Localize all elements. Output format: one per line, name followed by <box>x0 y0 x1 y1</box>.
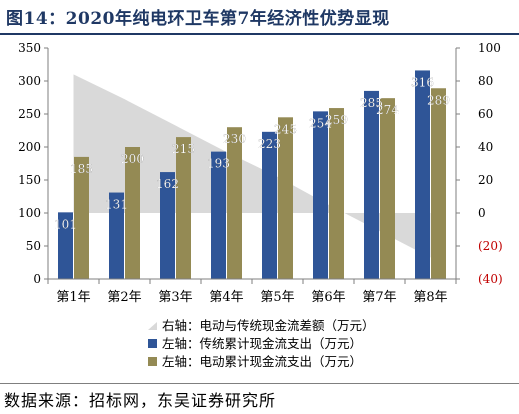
legend: 右轴：电动与传统现金流差额（万元） 左轴：传统累计现金流支出（万元） 左轴：电动累计… <box>148 318 375 369</box>
legend-label-3: 左轴：电动累计现金流支出（万元） <box>162 354 362 369</box>
right-tick-label-2: 0 <box>478 206 486 220</box>
source-divider <box>0 383 519 384</box>
bar-electric-8 <box>431 88 446 279</box>
label-electric-8: 289 <box>427 93 450 107</box>
x-tick-label-7: 第7年 <box>362 290 396 305</box>
bars-layer <box>58 70 446 280</box>
right-tick-label-5: 60 <box>478 107 493 121</box>
label-electric-2: 200 <box>121 152 144 166</box>
label-electric-6: 259 <box>325 113 348 127</box>
bar-electric-4 <box>227 127 242 279</box>
left-tick-label-1: 50 <box>26 239 41 253</box>
bar-traditional-1 <box>58 212 73 279</box>
left-tick-label-3: 150 <box>18 173 41 187</box>
x-tick-label-2: 第2年 <box>107 290 141 305</box>
right-tick-label-1: (20) <box>478 239 503 253</box>
label-electric-4: 230 <box>223 132 246 146</box>
x-tick-label-6: 第6年 <box>311 290 345 305</box>
bar-traditional-4 <box>211 151 226 279</box>
bar-traditional-2 <box>109 192 124 279</box>
legend-label-2: 左轴：传统累计现金流支出（万元） <box>162 336 362 351</box>
x-tick-label-4: 第4年 <box>209 290 243 305</box>
bar-traditional-7 <box>364 90 379 280</box>
left-tick-label-7: 350 <box>18 41 41 55</box>
legend-swatch-traditional <box>148 339 157 348</box>
label-electric-1: 185 <box>70 162 93 176</box>
bar-electric-3 <box>176 137 191 279</box>
label-electric-7: 274 <box>376 103 399 117</box>
x-tick-label-8: 第8年 <box>413 290 447 305</box>
left-tick-label-0: 0 <box>33 272 41 286</box>
x-tick-label-3: 第3年 <box>158 290 192 305</box>
label-traditional-8: 316 <box>411 75 434 89</box>
label-traditional-7: 285 <box>360 96 383 110</box>
label-traditional-5: 223 <box>258 137 281 151</box>
x-tick-label-5: 第5年 <box>260 290 294 305</box>
legend-swatch-difference <box>148 322 157 330</box>
source-note: 数据来源：招标网，东吴证券研究所 <box>4 391 277 410</box>
left-tick-label-4: 200 <box>18 140 41 154</box>
left-tick-label-6: 300 <box>18 74 41 88</box>
label-traditional-3: 162 <box>156 177 179 191</box>
bar-traditional-3 <box>160 172 175 279</box>
bar-electric-5 <box>278 117 293 279</box>
label-traditional-4: 193 <box>207 157 230 171</box>
legend-label-1: 右轴：电动与传统现金流差额（万元） <box>162 318 375 333</box>
bar-traditional-5 <box>262 131 277 279</box>
legend-swatch-electric <box>148 357 157 366</box>
x-tick-label-1: 第1年 <box>56 290 90 305</box>
label-traditional-1: 101 <box>54 217 77 231</box>
bar-traditional-8 <box>415 70 430 279</box>
right-tick-label-4: 40 <box>478 140 493 154</box>
left-tick-label-2: 100 <box>18 206 41 220</box>
axes-layer: 第1年 第2年 第3年 第4年 第5年 第6年 第7年 第8年0501001502002503… <box>18 41 503 305</box>
label-traditional-6: 254 <box>309 116 332 130</box>
right-tick-label-0: (40) <box>478 272 503 286</box>
label-traditional-2: 131 <box>105 198 128 212</box>
right-tick-label-7: 100 <box>478 41 501 55</box>
left-tick-label-5: 250 <box>18 107 41 121</box>
label-electric-3: 215 <box>172 142 195 156</box>
title-divider <box>0 33 519 35</box>
bar-electric-2 <box>125 147 140 279</box>
label-electric-5: 245 <box>274 122 297 136</box>
bar-electric-1 <box>74 156 89 279</box>
chart-title: 图14：2020年纯电环卫车第7年经济性优势显现 <box>6 9 390 29</box>
bar-electric-6 <box>329 108 344 279</box>
right-tick-label-3: 20 <box>478 173 493 187</box>
bar-traditional-6 <box>313 111 328 279</box>
bar-electric-7 <box>380 98 395 279</box>
chart-svg: 第1年 第2年 第3年 第4年 第5年 第6年 第7年 第8年0501001502002503… <box>18 41 503 369</box>
right-tick-label-6: 80 <box>478 74 493 88</box>
